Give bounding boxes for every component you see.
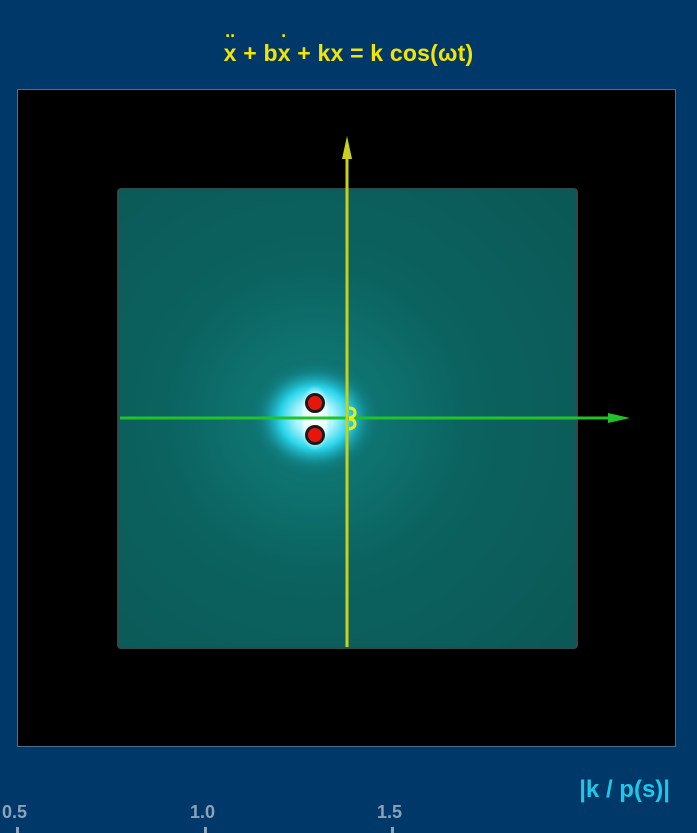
s-plane-diagram[interactable] [18, 90, 675, 746]
tick-mark [391, 827, 394, 833]
zero-marker-icon [348, 406, 357, 431]
equation-part-1: + b [236, 40, 278, 66]
pole-upper[interactable] [305, 393, 325, 413]
x-dot: x [278, 40, 291, 67]
tick-mark [16, 827, 19, 833]
plot-viewport[interactable] [17, 89, 676, 747]
equation-part-2: + kx = k cos(ωt) [290, 40, 474, 66]
real-axis-arrow-icon [608, 413, 630, 423]
x-double-dot: x [224, 40, 237, 67]
tick-mark [204, 827, 207, 833]
tick-label: 1.0 [190, 802, 216, 822]
equation-title: x + bx + kx = k cos(ωt) [0, 40, 697, 67]
magnitude-axis-label: |k / p(s)| [579, 776, 670, 803]
tick-label: 0.5 [2, 802, 28, 822]
imaginary-axis-arrow-icon [342, 136, 352, 159]
pole-lower[interactable] [305, 425, 325, 445]
tick-label: 1.5 [377, 802, 403, 822]
